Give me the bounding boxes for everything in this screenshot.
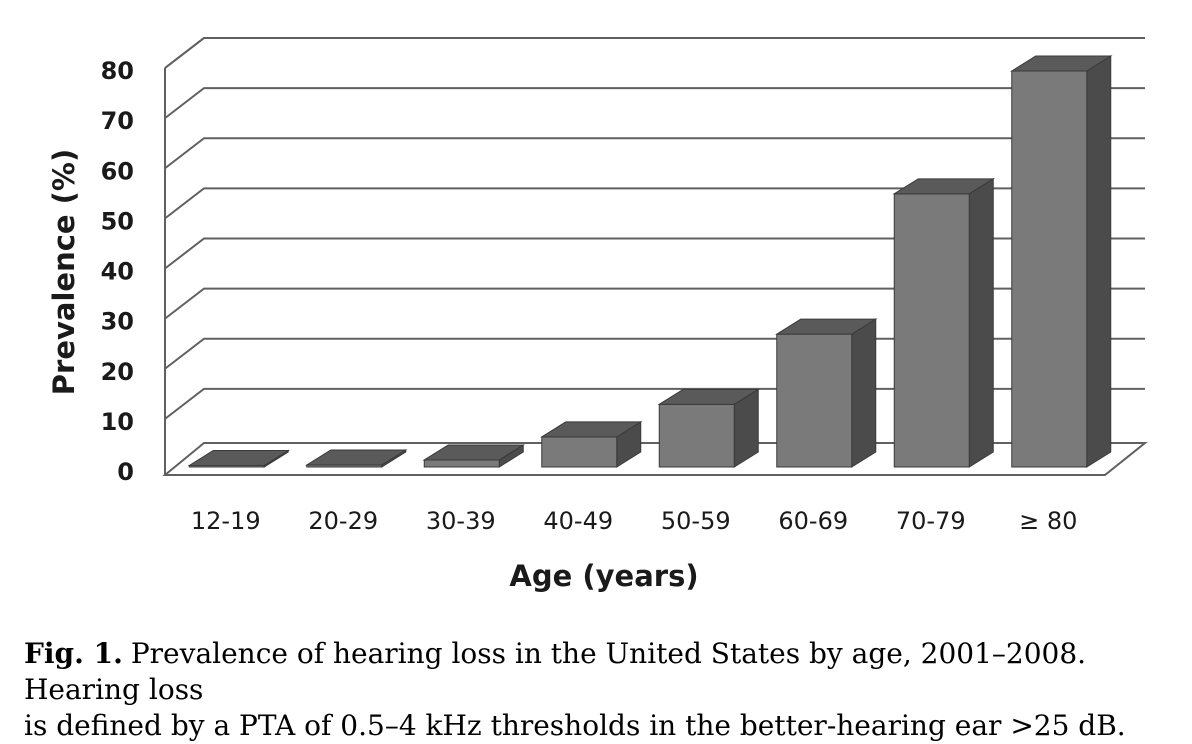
bar-front <box>423 459 500 468</box>
bar-70-79 <box>892 177 995 468</box>
y-tick-labels: 0 10 20 30 40 50 60 70 80 <box>101 57 134 486</box>
bar-top <box>305 449 408 466</box>
y-axis-title: Prevalence (%) <box>47 149 81 395</box>
x-axis-title: Age (years) <box>509 559 698 593</box>
gridline <box>164 87 1145 119</box>
gridline <box>164 237 1145 270</box>
gridline <box>164 37 1145 69</box>
x-tick-labels: 12-19 20-29 30-39 40-49 50-59 60-69 70-79 ≥ 80 <box>191 507 1078 535</box>
bar-front <box>893 193 970 468</box>
bar-front <box>1011 70 1088 468</box>
gridline <box>164 187 1145 220</box>
y-tick-label: 50 <box>101 207 134 235</box>
floor-plane <box>162 442 1148 476</box>
bar-≥ 80 <box>1010 55 1113 468</box>
bar-front <box>776 333 853 468</box>
y-tick-label: 30 <box>101 308 134 336</box>
x-tick-label: 30-39 <box>426 507 496 535</box>
grid-layer <box>162 37 1148 476</box>
caption-line-2: is defined by a PTA of 0.5–4 kHz thresho… <box>24 709 1126 742</box>
bar-side <box>968 177 994 468</box>
figure-label: Fig. 1. <box>24 637 123 670</box>
wall-edge <box>164 37 205 69</box>
bars <box>187 55 1113 468</box>
x-tick-label: 20-29 <box>308 507 378 535</box>
caption-line-1: Prevalence of hearing loss in the United… <box>24 637 1087 706</box>
bar-50-59 <box>657 388 760 468</box>
gridline <box>164 387 1145 420</box>
x-tick-label: 50-59 <box>661 507 731 535</box>
y-tick-label: 80 <box>101 57 134 85</box>
bar-front <box>541 436 618 468</box>
gridline <box>164 287 1145 320</box>
bar-top <box>187 449 290 466</box>
bar-12-19 <box>187 449 290 468</box>
bar-30-39 <box>422 444 525 468</box>
bar-top <box>892 178 995 195</box>
y-tick-label: 70 <box>101 107 134 135</box>
bar-chart: 0 10 20 30 40 50 60 70 80 12-19 20-29 30-39 40-49 50… <box>47 37 1148 593</box>
bar-60-69 <box>775 318 878 468</box>
gridline <box>164 137 1145 170</box>
x-tick-label: 40-49 <box>543 507 613 535</box>
bar-20-29 <box>305 449 408 468</box>
bar-top <box>657 388 760 405</box>
x-tick-label: ≥ 80 <box>1019 507 1077 535</box>
y-tick-label: 60 <box>101 157 134 185</box>
bar-top <box>1010 55 1113 72</box>
x-tick-label: 12-19 <box>191 507 261 535</box>
bar-side <box>851 318 877 468</box>
y-tick-label: 40 <box>101 258 134 286</box>
bar-top <box>775 318 878 335</box>
figure-caption: Fig. 1. Prevalence of hearing loss in the… <box>24 636 1174 744</box>
bar-side <box>1086 55 1112 468</box>
gridline <box>164 337 1145 370</box>
bar-top <box>422 444 525 461</box>
bar-top <box>540 421 643 438</box>
bar-front <box>658 403 735 468</box>
bar-40-49 <box>540 421 643 468</box>
y-tick-label: 0 <box>117 458 134 486</box>
y-tick-label: 20 <box>101 358 134 386</box>
x-tick-label: 60-69 <box>778 507 848 535</box>
y-tick-label: 10 <box>101 408 134 436</box>
x-tick-label: 70-79 <box>896 507 966 535</box>
